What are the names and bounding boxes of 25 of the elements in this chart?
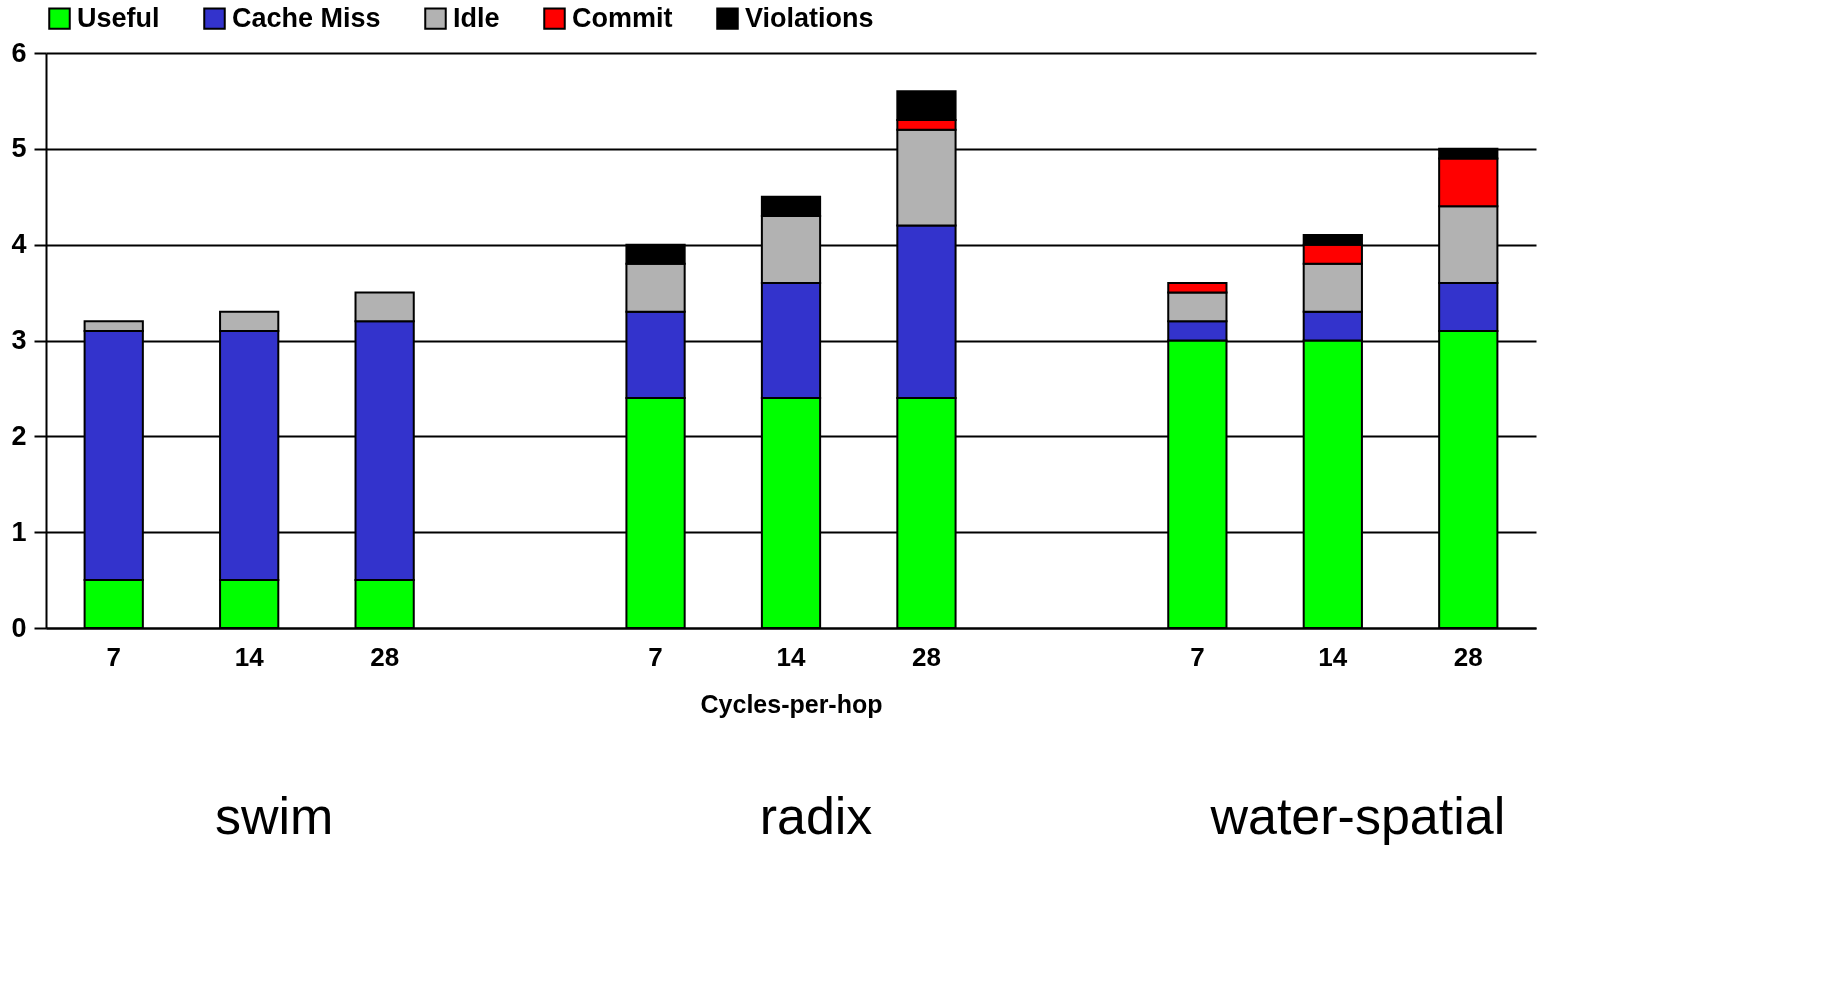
legend-label: Commit (572, 2, 673, 33)
y-tick-label: 5 (11, 133, 27, 164)
legend-label: Idle (453, 2, 500, 33)
y-tick-label: 0 (11, 612, 27, 643)
x-tick-label: 7 (106, 641, 121, 672)
legend-label: Violations (745, 2, 874, 33)
x-tick-label: 28 (370, 641, 400, 672)
x-tick-label: 14 (234, 641, 265, 672)
x-tick-label: 28 (911, 641, 941, 672)
x-tick-label: 7 (1190, 641, 1205, 672)
text: swim (214, 787, 334, 845)
y-tick-label: 6 (11, 37, 27, 68)
x-axis-title: Cycles-per-hop (700, 689, 883, 718)
legend-label: Useful (77, 2, 160, 33)
x-tick-label: 14 (776, 641, 806, 672)
legend-label: Cache Miss (232, 2, 381, 33)
text: water-spatial (1209, 787, 1506, 845)
x-tick-label: 14 (1318, 641, 1348, 672)
x-tick-label: 28 (1453, 641, 1483, 672)
y-tick-label: 1 (11, 516, 27, 547)
y-tick-label: 3 (11, 325, 27, 355)
text: radix (759, 787, 873, 845)
y-tick-label: 4 (11, 229, 27, 260)
y-tick-label: 2 (11, 420, 27, 451)
x-tick-label: 7 (648, 641, 663, 672)
